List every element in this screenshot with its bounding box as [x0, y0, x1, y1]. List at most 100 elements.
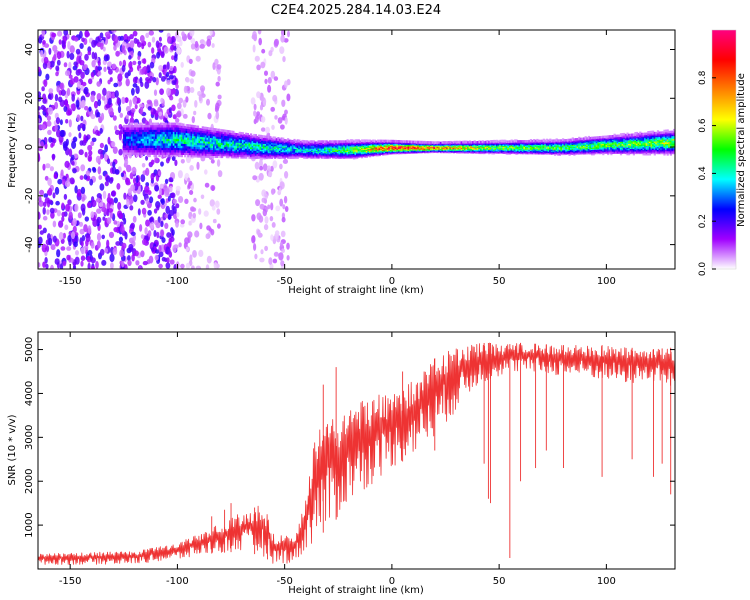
- spectrogram-band-cell: [184, 148, 187, 151]
- spectrogram-band-cell: [195, 135, 198, 139]
- spectrogram-band-cell: [142, 140, 145, 144]
- spectrogram-band-cell: [137, 127, 140, 130]
- spectrogram-band-cell: [129, 138, 132, 142]
- spectrogram-band-cell: [135, 136, 138, 139]
- spectrogram-noise-cell: [79, 140, 84, 146]
- spectrogram-noise-cell: [44, 197, 50, 204]
- spectrogram-noise-cell: [124, 264, 128, 269]
- spectrogram-noise-cell: [137, 41, 142, 48]
- spectrogram-band-cell: [243, 135, 246, 139]
- spectrogram-band-cell: [211, 147, 214, 150]
- spectrogram-band-cell: [161, 140, 164, 144]
- spectrogram-band-cell: [188, 126, 191, 130]
- spectrogram-band-cell: [229, 148, 232, 152]
- spectrogram-band-cell: [124, 127, 127, 130]
- spectrogram-noise-cell: [259, 96, 265, 102]
- spectrogram-noise-cell: [281, 99, 286, 108]
- spectrogram-band-cell: [251, 136, 254, 140]
- spectrogram-band-cell: [180, 136, 183, 140]
- spectrogram-noise-cell: [96, 240, 101, 249]
- spectrogram-band-cell: [164, 129, 167, 132]
- spectrogram-band-cell: [270, 147, 274, 151]
- spectrogram-band-cell: [241, 135, 245, 139]
- spectrogram-band-cell: [192, 129, 195, 132]
- spectrogram-band-cell: [184, 141, 187, 144]
- spectrogram-band-cell: [201, 126, 204, 129]
- spectrogram-band-cell: [208, 139, 211, 142]
- spectrogram-noise-cell: [90, 257, 96, 264]
- spectrogram-noise-cell: [270, 70, 276, 79]
- spectrogram-band-cell: [187, 124, 190, 127]
- spectrogram-noise-cell: [260, 127, 266, 132]
- spectrogram-band-cell: [176, 138, 179, 142]
- spectrogram-band-cell: [250, 152, 253, 156]
- spectrogram-band-cell: [227, 133, 230, 137]
- spectrogram-band-cell: [159, 154, 163, 158]
- spectrogram-band-cell: [261, 144, 264, 147]
- spectrogram-noise-cell: [91, 265, 95, 269]
- spectrogram-band-cell: [262, 150, 265, 153]
- spectrogram-band-cell: [214, 151, 217, 155]
- spectrogram-band-cell: [272, 155, 275, 158]
- spectrogram-noise-cell: [49, 207, 55, 214]
- spectrogram-noise-cell: [61, 216, 65, 222]
- spectrogram-band-cell: [237, 147, 240, 150]
- spectrogram-noise-cell: [121, 96, 126, 104]
- spectrogram-band-cell: [203, 149, 206, 152]
- spectrogram-noise-cell: [279, 198, 284, 207]
- spectrogram-band-cell: [171, 131, 174, 135]
- spectrogram-band-cell: [179, 129, 182, 133]
- spectrogram-band-cell: [253, 156, 256, 159]
- spectrogram-band-cell: [180, 154, 183, 158]
- spectrogram-band-cell: [248, 144, 251, 148]
- spectrogram-band-cell: [251, 156, 254, 159]
- spectrogram-band-cell: [153, 129, 156, 132]
- spectrogram-band-cell: [250, 148, 253, 151]
- spectrogram-noise-cell: [78, 132, 82, 139]
- spectrogram-band-cell: [171, 152, 174, 155]
- spectrogram-band-cell: [203, 142, 206, 146]
- spectrogram-band-cell: [214, 143, 217, 147]
- spectrogram-noise-cell: [49, 60, 55, 68]
- spectrogram-band-cell: [277, 142, 280, 146]
- spectrogram-noise-cell: [275, 205, 281, 212]
- spectrogram-noise-cell: [81, 37, 85, 43]
- spectrogram-noise-cell: [260, 249, 264, 255]
- spectrogram-band-cell: [270, 155, 274, 158]
- spectrogram-band-cell: [124, 134, 127, 137]
- spectrogram-band-cell: [172, 129, 175, 132]
- spectrogram-band-cell: [225, 139, 228, 142]
- spectrogram-noise-cell: [207, 112, 212, 120]
- spectrogram-band-cell: [224, 129, 227, 133]
- spectrogram-band-cell: [206, 155, 209, 158]
- spectrogram-noise-cell: [188, 220, 192, 226]
- spectrogram-band-cell: [180, 147, 183, 151]
- spectrogram-noise-cell: [43, 201, 47, 207]
- spectrogram-noise-cell: [156, 204, 160, 211]
- spectrogram-band-cell: [259, 147, 262, 150]
- spectrogram-band-cell: [253, 140, 256, 143]
- spectrogram-noise-cell: [115, 50, 120, 57]
- spectrogram-band-cell: [221, 146, 224, 149]
- spectrogram-band-cell: [283, 156, 286, 159]
- spectrogram-noise-cell: [168, 209, 175, 217]
- spectrogram-noise-cell: [162, 64, 167, 70]
- spectrogram-noise-cell: [38, 66, 41, 72]
- spectrogram-noise-cell: [152, 76, 157, 83]
- spectrogram-band-cell: [130, 140, 134, 144]
- spectrogram-noise-cell: [93, 100, 99, 109]
- spectrogram-band-cell: [274, 146, 277, 150]
- spectrogram-band-cell: [145, 152, 148, 155]
- spectrogram-noise-cell: [59, 119, 63, 126]
- spectrogram-band-cell: [277, 156, 280, 159]
- spectrogram-band-cell: [211, 149, 214, 152]
- spectrogram-noise-cell: [262, 163, 268, 172]
- spectrogram-band-cell: [243, 147, 246, 151]
- spectrogram-noise-cell: [41, 86, 45, 92]
- spectrogram-band-cell: [134, 124, 137, 128]
- spectrogram-noise-cell: [61, 40, 66, 49]
- spectrogram-noise-cell: [284, 171, 289, 179]
- spectrogram-noise-cell: [75, 48, 81, 55]
- spectrogram-noise-cell: [68, 148, 73, 157]
- spectrogram-band-cell: [142, 152, 145, 155]
